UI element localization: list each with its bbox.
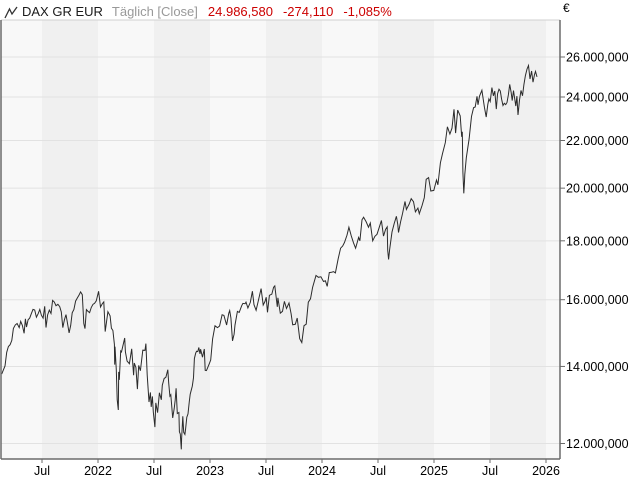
y-axis-label: 26.000,000 (566, 51, 629, 65)
line-chart-icon (4, 5, 18, 20)
instrument-name: DAX GR EUR (22, 4, 103, 19)
x-axis-label: 2024 (308, 464, 336, 478)
chart-header: DAX GR EUR Täglich [Close] 24.986,580 -2… (4, 3, 402, 21)
y-axis-label: 18.000,000 (566, 234, 629, 248)
y-axis-label: 14.000,000 (566, 360, 629, 374)
y-axis-label: 22.000,000 (566, 134, 629, 148)
price-line (1, 63, 538, 450)
half-year-band (42, 20, 98, 459)
half-year-band (154, 20, 210, 459)
x-axis-label: Jul (146, 464, 162, 478)
half-year-band (490, 20, 546, 459)
half-year-band (434, 20, 490, 459)
x-axis-label: Jul (258, 464, 274, 478)
x-axis-label: Jul (34, 464, 50, 478)
y-axis-label: 16.000,000 (566, 293, 629, 307)
last-price: 24.986,580 (207, 4, 273, 19)
half-year-band (210, 20, 266, 459)
half-year-band (266, 20, 322, 459)
y-axis-label: 12.000,000 (566, 437, 629, 451)
half-year-band (1, 20, 42, 459)
price-change-absolute: -274,110 (282, 4, 334, 19)
y-axis-label: 24.000,000 (566, 91, 629, 105)
x-axis-label: 2025 (420, 464, 448, 478)
x-axis-label: 2022 (84, 464, 112, 478)
x-axis-label: 2023 (196, 464, 224, 478)
half-year-band (322, 20, 378, 459)
half-year-band (98, 20, 154, 459)
price-change-percent: -1,085% (343, 4, 392, 19)
timeframe-label: Täglich [Close] (111, 4, 198, 19)
y-axis-label: 20.000,000 (566, 182, 629, 196)
half-year-band (546, 20, 560, 459)
currency-label: € (563, 1, 570, 15)
x-axis-label: Jul (482, 464, 498, 478)
half-year-band (378, 20, 434, 459)
x-axis-label: Jul (370, 464, 386, 478)
x-axis-label: 2026 (532, 464, 560, 478)
